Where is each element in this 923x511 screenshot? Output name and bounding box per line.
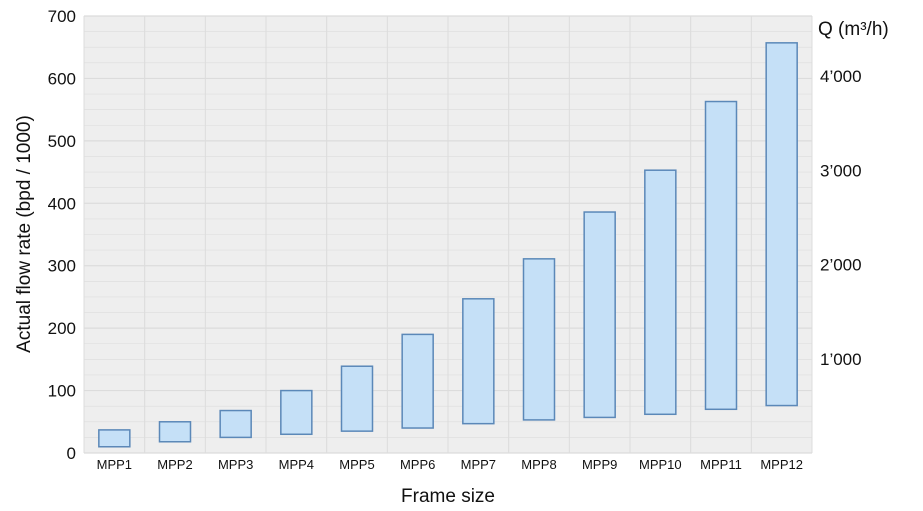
y-tick-label: 500	[48, 132, 76, 151]
bar-mpp8	[522, 258, 556, 421]
y-tick-label: 600	[48, 69, 76, 88]
bar-mpp6	[401, 333, 434, 429]
bar-mpp2	[158, 421, 192, 443]
x-tick-label: MPP10	[639, 457, 682, 472]
x-tick-label: MPP8	[521, 457, 556, 472]
x-axis-title: Frame size	[401, 486, 495, 507]
y-axis-title: Actual flow rate (bpd / 1000)	[14, 115, 35, 353]
bar-mpp1	[98, 429, 131, 448]
bar-mpp7	[462, 298, 495, 425]
y-tick-label: 100	[48, 382, 76, 401]
y-tick-label: 200	[48, 319, 76, 338]
right-axis-title: Q (m³/h)	[818, 19, 889, 40]
category-labels: MPP1 MPP2 MPP3 MPP4 MPP5 MPP6 MPP7 MPP8 MPP9 MPP1…	[97, 457, 803, 472]
bar-mpp4	[280, 389, 313, 436]
left-axis-ticks: 0 100 200 300 400 500 600 700	[48, 7, 76, 463]
bar-group	[98, 42, 798, 448]
x-tick-label: MPP1	[97, 457, 132, 472]
x-tick-label: MPP9	[582, 457, 617, 472]
right-axis-ticks: 1’000 2’000 3’000 4’000	[820, 67, 862, 369]
bar-mpp3	[219, 409, 252, 439]
y-tick-label: 0	[67, 444, 76, 463]
grid-lines	[83, 15, 813, 454]
y2-tick-label: 4’000	[820, 67, 862, 86]
y-tick-label: 700	[48, 7, 76, 26]
x-tick-label: MPP12	[760, 457, 803, 472]
x-tick-label: MPP11	[700, 457, 742, 472]
y-tick-label: 400	[48, 194, 76, 213]
bar-mpp11	[704, 100, 738, 411]
x-tick-label: MPP4	[279, 457, 314, 472]
y2-tick-label: 2’000	[820, 256, 862, 275]
bar-mpp9	[583, 211, 616, 419]
x-tick-label: MPP3	[218, 457, 253, 472]
x-tick-label: MPP7	[461, 457, 496, 472]
y-tick-label: 300	[48, 257, 76, 276]
x-tick-label: MPP2	[157, 457, 192, 472]
bar-mpp12	[765, 42, 798, 407]
bar-mpp5	[340, 365, 374, 432]
x-tick-label: MPP5	[339, 457, 374, 472]
bar-mpp10	[644, 169, 677, 416]
y2-tick-label: 1’000	[820, 350, 862, 369]
y2-tick-label: 3’000	[820, 161, 862, 180]
x-tick-label: MPP6	[400, 457, 435, 472]
